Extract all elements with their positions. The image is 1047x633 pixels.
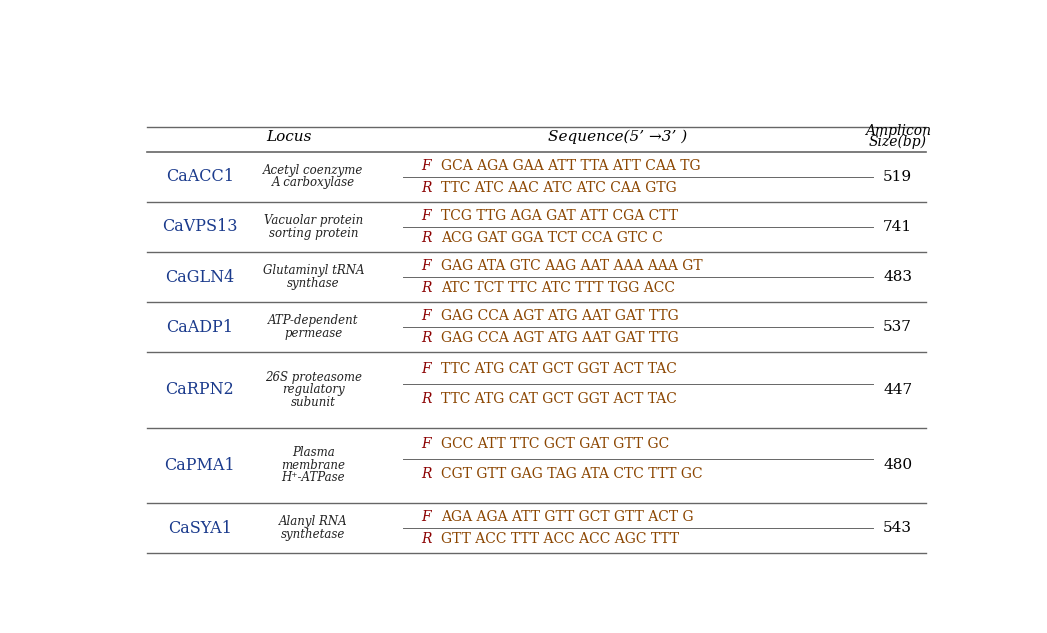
Text: CaSYA1: CaSYA1 — [168, 520, 231, 537]
Text: membrane: membrane — [282, 459, 346, 472]
Text: CaACC1: CaACC1 — [165, 168, 233, 185]
Text: 519: 519 — [883, 170, 912, 184]
Text: H⁺-ATPase: H⁺-ATPase — [282, 472, 346, 484]
Text: GCA AGA GAA ATT TTA ATT CAA TG: GCA AGA GAA ATT TTA ATT CAA TG — [441, 158, 700, 173]
Text: CaGLN4: CaGLN4 — [165, 268, 235, 285]
Text: Vacuolar protein: Vacuolar protein — [264, 214, 363, 227]
Text: subunit: subunit — [291, 396, 336, 409]
Text: CaADP1: CaADP1 — [166, 319, 233, 335]
Text: Sequence(5’ →3’ ): Sequence(5’ →3’ ) — [549, 130, 687, 144]
Text: A carboxylase: A carboxylase — [272, 177, 355, 189]
Text: 447: 447 — [883, 383, 912, 397]
Text: 483: 483 — [884, 270, 912, 284]
Text: 741: 741 — [883, 220, 912, 234]
Text: R: R — [421, 281, 431, 295]
Text: F: F — [421, 437, 431, 451]
Text: ATP-dependent: ATP-dependent — [268, 315, 359, 327]
Text: TTC ATG CAT GCT GGT ACT TAC: TTC ATG CAT GCT GGT ACT TAC — [441, 392, 676, 406]
Text: 537: 537 — [884, 320, 912, 334]
Text: 480: 480 — [883, 458, 912, 472]
Text: TTC ATG CAT GCT GGT ACT TAC: TTC ATG CAT GCT GGT ACT TAC — [441, 362, 676, 376]
Text: CaPMA1: CaPMA1 — [164, 457, 236, 473]
Text: ATC TCT TTC ATC TTT TGG ACC: ATC TCT TTC ATC TTT TGG ACC — [441, 281, 675, 295]
Text: sorting protein: sorting protein — [269, 227, 358, 240]
Text: synthetase: synthetase — [282, 528, 346, 541]
Text: Alanyl RNA: Alanyl RNA — [280, 515, 348, 528]
Text: F: F — [421, 309, 431, 323]
Text: AGA AGA ATT GTT GCT GTT ACT G: AGA AGA ATT GTT GCT GTT ACT G — [441, 510, 693, 524]
Text: R: R — [421, 331, 431, 345]
Text: R: R — [421, 532, 431, 546]
Text: F: F — [421, 362, 431, 376]
Text: TTC ATC AAC ATC ATC CAA GTG: TTC ATC AAC ATC ATC CAA GTG — [441, 180, 676, 195]
Text: 26S proteasome: 26S proteasome — [265, 371, 362, 384]
Text: synthase: synthase — [287, 277, 340, 290]
Text: R: R — [421, 231, 431, 245]
Text: regulatory: regulatory — [282, 384, 344, 396]
Text: Plasma: Plasma — [292, 446, 335, 459]
Text: Amplicon: Amplicon — [865, 123, 931, 137]
Text: GAG CCA AGT ATG AAT GAT TTG: GAG CCA AGT ATG AAT GAT TTG — [441, 309, 678, 323]
Text: F: F — [421, 510, 431, 524]
Text: ACG GAT GGA TCT CCA GTC C: ACG GAT GGA TCT CCA GTC C — [441, 231, 663, 245]
Text: 543: 543 — [884, 521, 912, 535]
Text: Size(bp): Size(bp) — [869, 135, 927, 149]
Text: permease: permease — [285, 327, 342, 340]
Text: GCC ATT TTC GCT GAT GTT GC: GCC ATT TTC GCT GAT GTT GC — [441, 437, 669, 451]
Text: CaVPS13: CaVPS13 — [162, 218, 238, 235]
Text: R: R — [421, 392, 431, 406]
Text: GTT ACC TTT ACC ACC AGC TTT: GTT ACC TTT ACC ACC AGC TTT — [441, 532, 678, 546]
Text: GAG CCA AGT ATG AAT GAT TTG: GAG CCA AGT ATG AAT GAT TTG — [441, 331, 678, 345]
Text: GAG ATA GTC AAG AAT AAA AAA GT: GAG ATA GTC AAG AAT AAA AAA GT — [441, 259, 703, 273]
Text: Locus: Locus — [266, 130, 312, 144]
Text: CGT GTT GAG TAG ATA CTC TTT GC: CGT GTT GAG TAG ATA CTC TTT GC — [441, 467, 703, 481]
Text: Glutaminyl tRNA: Glutaminyl tRNA — [263, 264, 364, 277]
Text: F: F — [421, 209, 431, 223]
Text: R: R — [421, 467, 431, 481]
Text: TCG TTG AGA GAT ATT CGA CTT: TCG TTG AGA GAT ATT CGA CTT — [441, 209, 677, 223]
Text: CaRPN2: CaRPN2 — [165, 382, 235, 399]
Text: F: F — [421, 259, 431, 273]
Text: Acetyl coenzyme: Acetyl coenzyme — [263, 164, 363, 177]
Text: R: R — [421, 180, 431, 195]
Text: F: F — [421, 158, 431, 173]
